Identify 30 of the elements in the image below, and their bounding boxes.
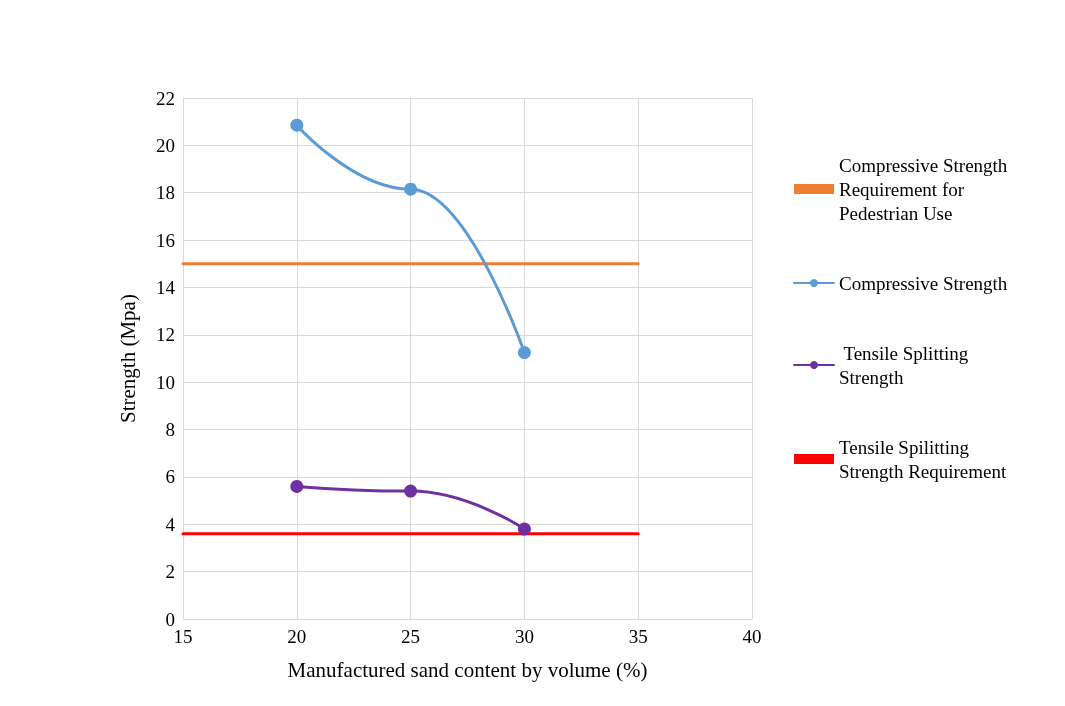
legend-label: Compressive Strength	[839, 272, 1008, 294]
y-tick-label: 6	[165, 466, 175, 488]
x-tick-label: 25	[401, 626, 421, 647]
x-tick-label: 15	[173, 626, 193, 647]
point	[517, 522, 531, 536]
y-tick-label: 12	[156, 324, 175, 346]
legend-label: Tensile Spilitting Strength Requirement	[839, 436, 1007, 482]
y-tick-label: 18	[156, 182, 175, 204]
y-tick-label: 14	[156, 276, 176, 298]
x-tick-label: 20	[287, 626, 307, 647]
y-tick-label: 8	[165, 419, 175, 441]
y-tick-label: 20	[156, 134, 175, 156]
point	[404, 484, 418, 498]
legend-label: Tensile Splitting Strength	[839, 342, 973, 388]
x-tick-label: 35	[628, 626, 648, 647]
legend-label: Compressive Strength Requirement for Pedestrian Use	[839, 154, 1013, 224]
y-axis-title: Strength (Mpa)	[115, 294, 140, 423]
y-tick-label: 16	[156, 229, 175, 251]
y-tick-label: 2	[165, 561, 175, 583]
x-tick-label: 40	[742, 626, 762, 647]
point	[404, 182, 418, 196]
y-tick-label: 4	[165, 513, 176, 535]
y-tick-label: 22	[156, 87, 175, 109]
point	[290, 479, 304, 493]
point	[290, 118, 304, 132]
point	[517, 346, 531, 360]
y-tick-label: 10	[156, 371, 175, 393]
y-tick-label: 0	[165, 608, 175, 630]
x-tick-label: 30	[514, 626, 534, 647]
x-axis-title: Manufactured sand content by volume (%)	[287, 657, 648, 682]
